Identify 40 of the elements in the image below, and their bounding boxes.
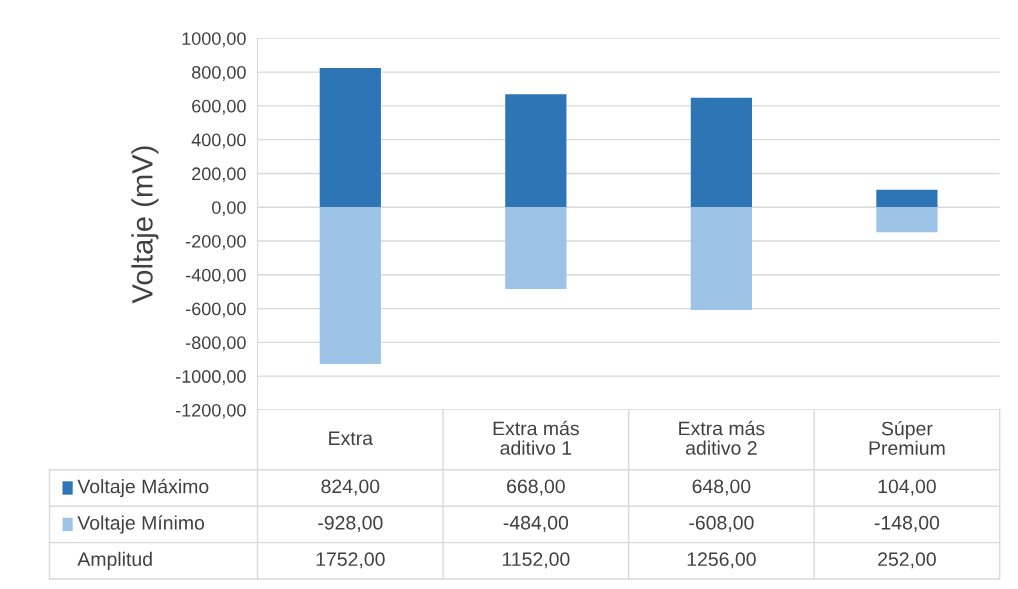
text: Amplitud: [77, 551, 152, 570]
x-tick-label: Extra más aditivo 2: [679, 420, 765, 455]
y-tick-label: 400,00: [191, 133, 246, 149]
data-label: 648,00: [692, 479, 751, 496]
bar: [505, 207, 567, 289]
y-tick-label: -1200,00: [175, 403, 246, 419]
data-label: 104,00: [878, 479, 936, 496]
text: 252,00: [878, 552, 936, 569]
bar: [876, 189, 938, 208]
y-tick-label: 800,00: [192, 66, 246, 81]
bar: [319, 207, 381, 364]
data-label: -928,00: [318, 515, 383, 532]
y-tick-label: 600,00: [192, 99, 246, 115]
x-tick-label: Extra más aditivo 1: [493, 420, 579, 455]
y-tick-label: 200,00: [192, 167, 246, 183]
bar: [690, 97, 752, 208]
y-tick-label: 1000,00: [182, 32, 246, 48]
bar: [876, 207, 938, 233]
x-tick-label: Súper Premium: [869, 420, 945, 455]
y-tick-label: -600,00: [186, 302, 246, 318]
y-tick-label: 0,00: [212, 201, 246, 217]
bar: [505, 94, 567, 208]
data-label: -608,00: [689, 515, 754, 532]
y-tick-label: -1000,00: [175, 370, 246, 386]
bar: [690, 207, 752, 310]
y-tick-label: -800,00: [186, 336, 246, 352]
bar: [319, 68, 381, 208]
data-label: -148,00: [874, 515, 940, 532]
legend-label: Voltaje Mínimo: [77, 515, 205, 534]
y-axis-title: Voltaje (mV): [131, 146, 159, 304]
data-label: 668,00: [507, 479, 565, 496]
y-tick-label: -400,00: [186, 268, 246, 284]
y-tick-label: -200,00: [186, 234, 246, 250]
data-label: -484,00: [503, 515, 569, 532]
legend-label: Voltaje Máximo: [77, 478, 209, 498]
x-tick-label: Extra: [329, 431, 374, 446]
text: 1256,00: [687, 552, 756, 569]
text: 1152,00: [502, 552, 570, 569]
data-label: 824,00: [321, 479, 380, 496]
text: 1752,00: [316, 552, 385, 569]
